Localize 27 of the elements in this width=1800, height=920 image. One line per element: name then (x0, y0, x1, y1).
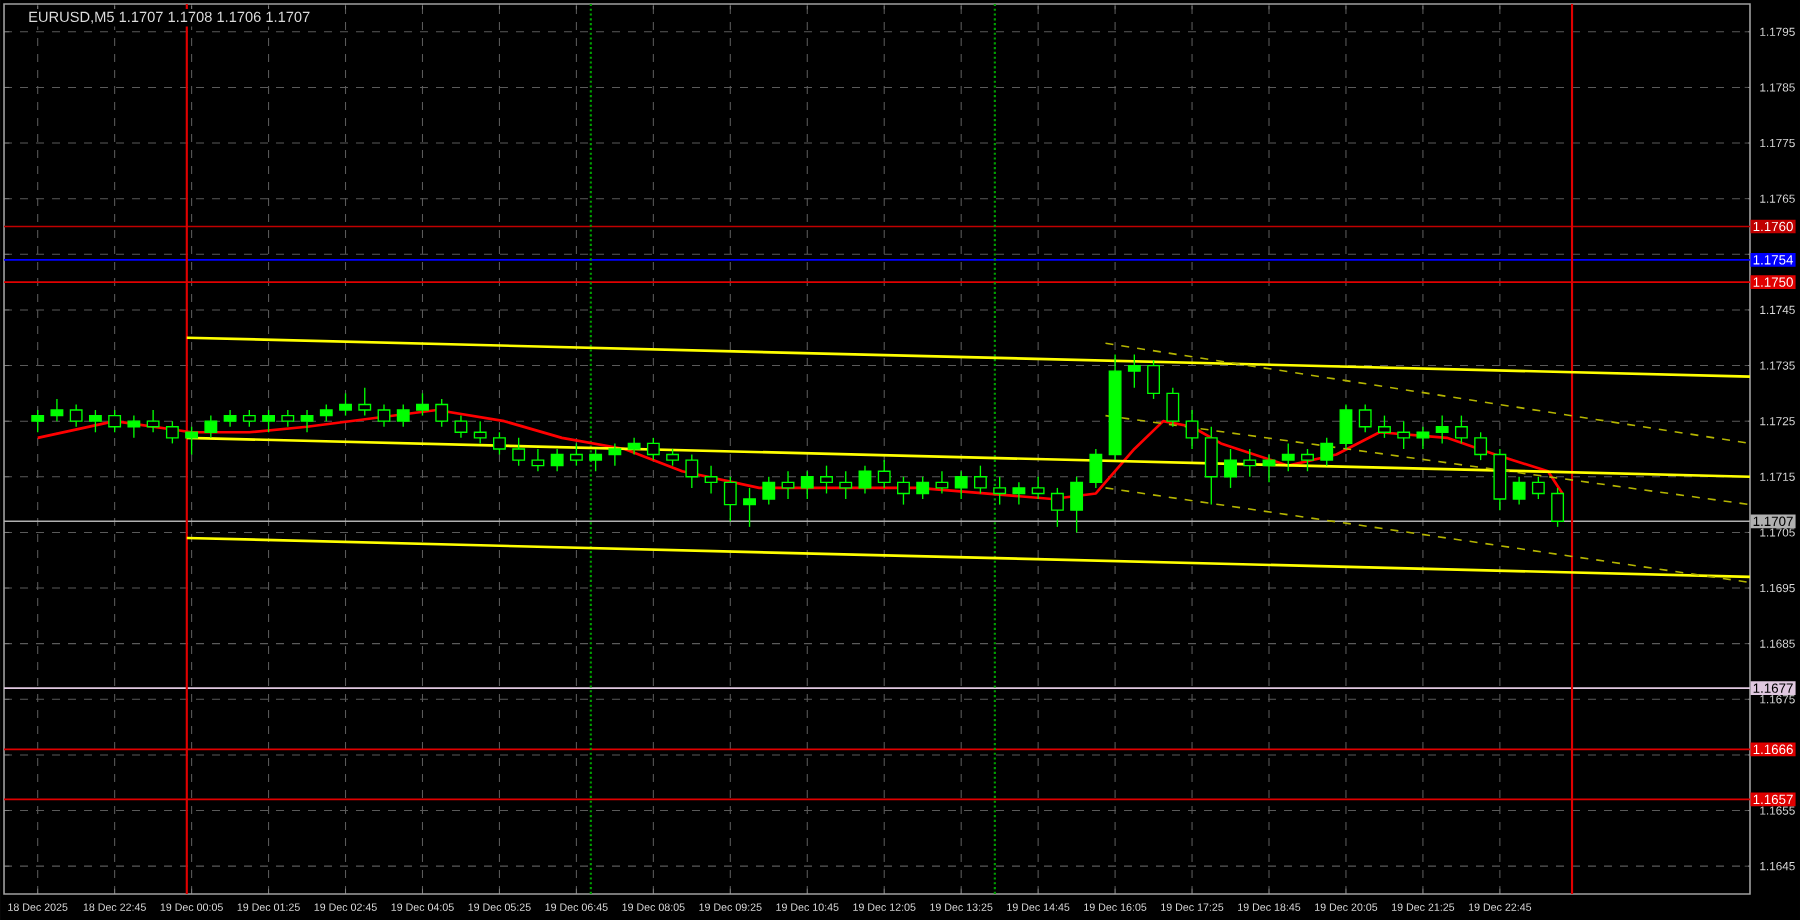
candlestick (1493, 448, 1507, 511)
candlestick (50, 398, 64, 422)
candlestick (550, 448, 564, 472)
candlestick (704, 464, 718, 495)
candlestick (1089, 448, 1103, 489)
candlestick (608, 442, 622, 467)
candlestick (1262, 453, 1276, 484)
candlestick (1435, 414, 1449, 445)
candlestick (127, 414, 141, 439)
candlestick (377, 403, 391, 428)
candlestick (1512, 476, 1526, 506)
candlestick (300, 409, 314, 433)
candlestick (223, 409, 237, 428)
candlestick (1108, 353, 1122, 461)
candlestick (531, 448, 545, 472)
candlestick (1185, 409, 1199, 450)
candlestick (1416, 426, 1430, 450)
candlestick (1339, 403, 1353, 450)
candlestick (204, 414, 218, 439)
candlestick (1031, 476, 1045, 500)
candlestick (454, 414, 468, 439)
candlestick (146, 409, 160, 433)
candlestick (858, 464, 872, 495)
candlestick (627, 437, 641, 456)
candlestick (781, 470, 795, 500)
candlestick (935, 470, 949, 495)
candlestick (1012, 481, 1026, 506)
